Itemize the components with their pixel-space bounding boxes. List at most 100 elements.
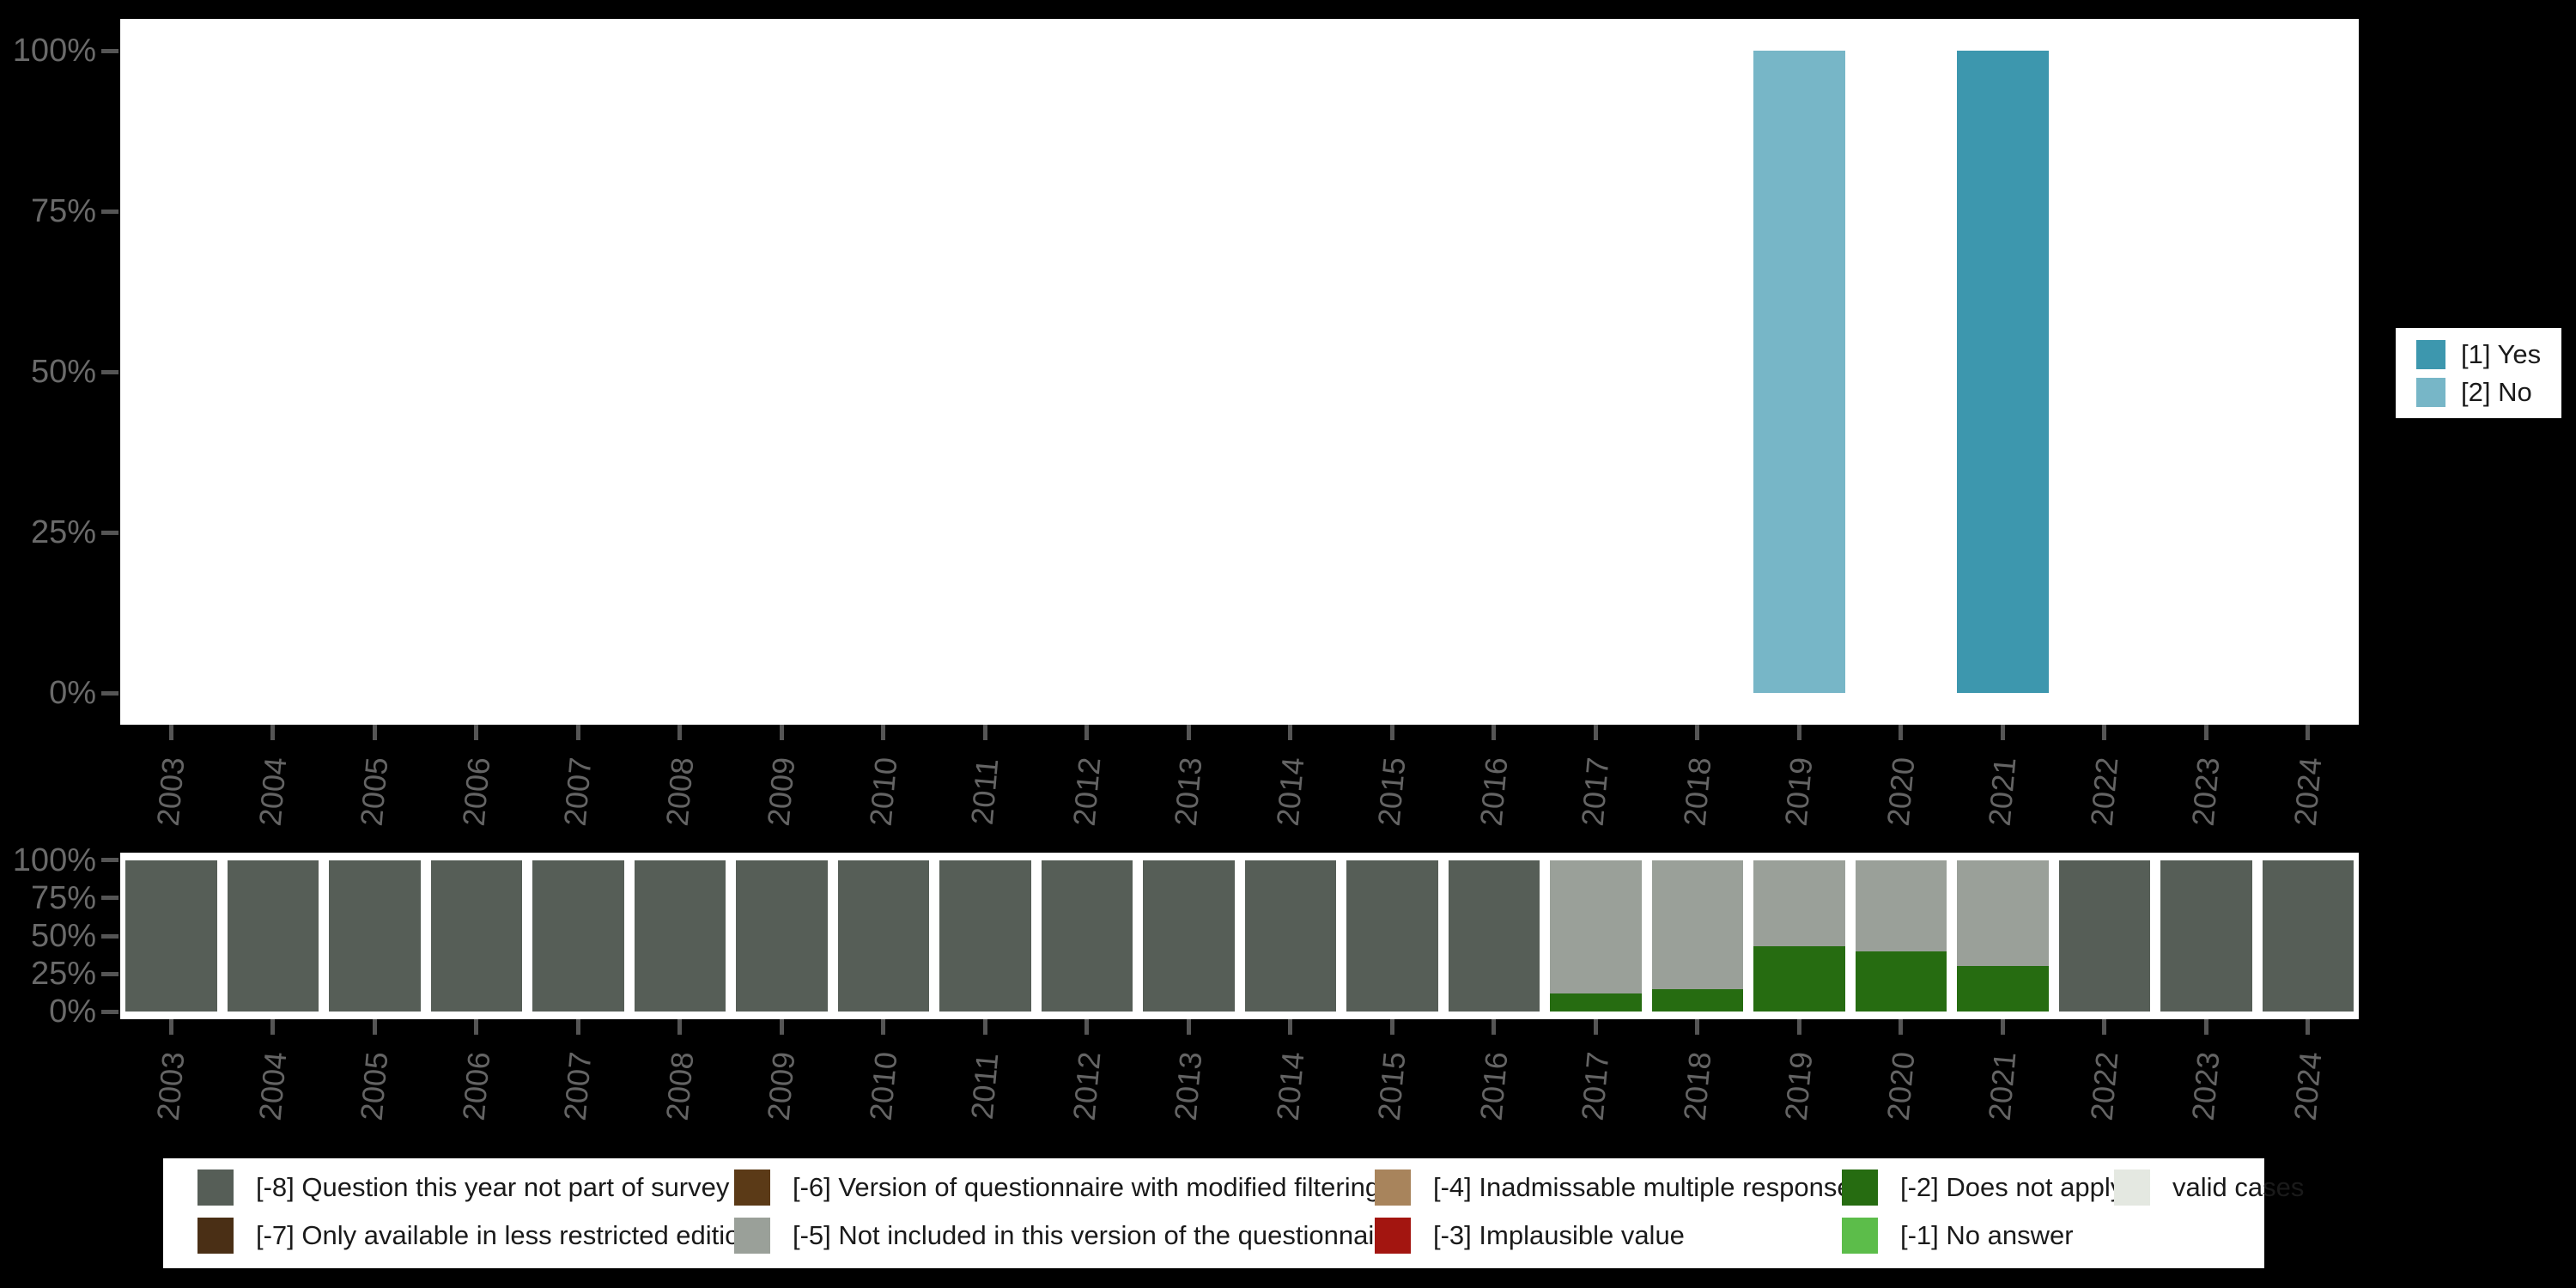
x-axis-year-label: 2003 <box>149 1050 191 1122</box>
bar-2009 <box>736 51 828 693</box>
legend-swatch <box>734 1218 770 1254</box>
x-axis-tick <box>1796 1019 1801 1035</box>
x-axis-tick <box>1695 1019 1700 1035</box>
y-axis-tick <box>101 858 118 863</box>
y-axis-label: 25% <box>30 514 96 550</box>
bar-2007 <box>532 51 624 693</box>
x-axis-tick <box>1186 725 1191 740</box>
x-axis-tick <box>2203 725 2208 740</box>
x-axis-tick <box>168 1019 173 1035</box>
bar-2011 <box>939 860 1031 1012</box>
x-axis-tick <box>372 725 377 740</box>
y-axis-tick <box>101 690 118 696</box>
segment <box>1957 966 2049 1012</box>
bar-2017 <box>1550 860 1642 1012</box>
y-axis-label: 50% <box>30 354 96 390</box>
y-axis-label: 75% <box>30 879 96 916</box>
x-axis-year-label: 2022 <box>2083 1050 2125 1122</box>
x-axis-year-label: 2006 <box>455 756 497 828</box>
x-axis-year-label: 2009 <box>760 1050 802 1122</box>
x-axis-tick <box>1796 725 1801 740</box>
y-axis-tick <box>101 896 118 901</box>
x-axis-year-label: 2004 <box>252 1050 294 1122</box>
y-axis-tick <box>101 209 118 214</box>
x-axis-year-label: 2005 <box>353 756 395 828</box>
bar-2023 <box>2160 51 2252 693</box>
bar-2015 <box>1346 51 1438 693</box>
x-axis-tick <box>881 1019 886 1035</box>
bar-2020 <box>1856 51 1947 693</box>
x-axis-year-label: 2019 <box>1777 756 1820 828</box>
x-axis-tick <box>982 725 987 740</box>
legend-label: [-1] No answer <box>1900 1220 2074 1250</box>
x-axis-year-label: 2024 <box>2287 1050 2329 1122</box>
bar-2005 <box>329 51 421 693</box>
bar-2019 <box>1753 860 1845 1012</box>
segment <box>1753 860 1845 947</box>
x-axis-tick <box>1593 1019 1598 1035</box>
legend-item: [1] Yes <box>2416 339 2561 370</box>
x-axis-year-label: 2013 <box>1167 756 1209 828</box>
x-axis-tick <box>474 725 479 740</box>
legend-label: [2] No <box>2461 376 2532 407</box>
segment <box>227 860 319 1012</box>
bar-2017 <box>1550 51 1642 693</box>
x-axis-year-label: 2021 <box>1981 1050 2023 1122</box>
x-axis-year-label: 2018 <box>1676 1050 1718 1122</box>
y-axis-tick <box>101 971 118 976</box>
bar-2012 <box>1041 860 1133 1012</box>
x-axis-year-label: 2006 <box>455 1050 497 1122</box>
x-axis-tick <box>2000 1019 2005 1035</box>
legend-label: [-7] Only available in less restricted e… <box>256 1220 755 1250</box>
bar-2008 <box>635 51 726 693</box>
legend-item: [2] No <box>2416 377 2561 408</box>
x-axis-tick <box>1186 1019 1191 1035</box>
bar-2009 <box>736 860 828 1012</box>
x-axis-year-label: 2011 <box>963 1051 1005 1121</box>
legend-swatch <box>2114 1170 2150 1206</box>
segment <box>1143 860 1235 1012</box>
segment <box>1346 860 1438 1012</box>
segment <box>1957 51 2049 693</box>
x-axis-tick <box>372 1019 377 1035</box>
bar-2016 <box>1448 860 1540 1012</box>
legend-label: [-5] Not included in this version of the… <box>793 1220 1398 1250</box>
segment <box>1855 860 1947 951</box>
x-axis-year-label: 2021 <box>1981 756 2023 828</box>
x-axis-year-label: 2013 <box>1167 1050 1209 1122</box>
bar-2014 <box>1245 51 1337 693</box>
x-axis-tick <box>677 1019 683 1035</box>
x-axis-year-label: 2008 <box>659 756 701 828</box>
segment <box>329 860 421 1012</box>
x-axis-tick <box>575 725 580 740</box>
legend-swatch <box>197 1218 234 1254</box>
x-axis-year-label: 2023 <box>2184 756 2227 828</box>
legend-label: [1] Yes <box>2461 338 2542 369</box>
segment <box>1244 860 1336 1012</box>
segment <box>837 860 929 1012</box>
x-axis-tick <box>2102 725 2107 740</box>
bar-2022 <box>2058 860 2150 1012</box>
x-axis-year-label: 2015 <box>1370 1050 1413 1122</box>
x-axis-tick <box>779 1019 784 1035</box>
y-axis-label: 50% <box>30 918 96 954</box>
x-axis-tick <box>1593 725 1598 740</box>
x-axis-tick <box>2306 725 2311 740</box>
x-axis-tick <box>1492 725 1497 740</box>
x-axis-year-label: 2017 <box>1574 756 1616 828</box>
x-axis-year-label: 2015 <box>1370 756 1413 828</box>
top-chart-panel <box>120 19 2359 725</box>
bar-2006 <box>431 51 523 693</box>
bar-2019 <box>1753 51 1845 693</box>
x-axis-tick <box>575 1019 580 1035</box>
bottom-chart-panel <box>120 853 2359 1019</box>
x-axis-year-label: 2011 <box>963 756 1005 827</box>
x-axis-year-label: 2018 <box>1676 756 1718 828</box>
x-axis-tick <box>1899 1019 1904 1035</box>
x-axis-tick <box>1695 725 1700 740</box>
x-axis-year-label: 2010 <box>862 756 904 828</box>
bar-2015 <box>1346 860 1438 1012</box>
bar-2012 <box>1042 51 1133 693</box>
bar-2023 <box>2160 860 2252 1012</box>
x-axis-tick <box>2203 1019 2208 1035</box>
